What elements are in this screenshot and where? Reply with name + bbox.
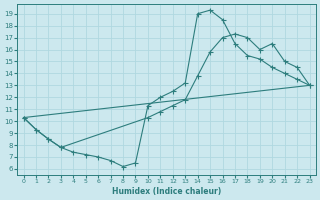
X-axis label: Humidex (Indice chaleur): Humidex (Indice chaleur) xyxy=(112,187,221,196)
